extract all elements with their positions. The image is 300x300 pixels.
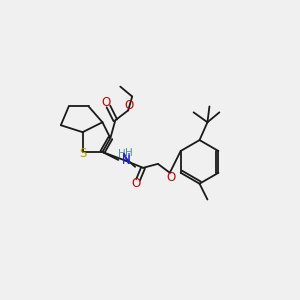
Text: N: N <box>122 154 130 167</box>
Text: H: H <box>125 148 133 158</box>
Text: O: O <box>166 171 176 184</box>
Text: H: H <box>118 149 126 159</box>
Text: S: S <box>79 148 86 160</box>
Text: O: O <box>131 177 141 190</box>
Text: N: N <box>122 152 130 165</box>
Text: O: O <box>124 99 134 112</box>
Text: O: O <box>102 96 111 109</box>
